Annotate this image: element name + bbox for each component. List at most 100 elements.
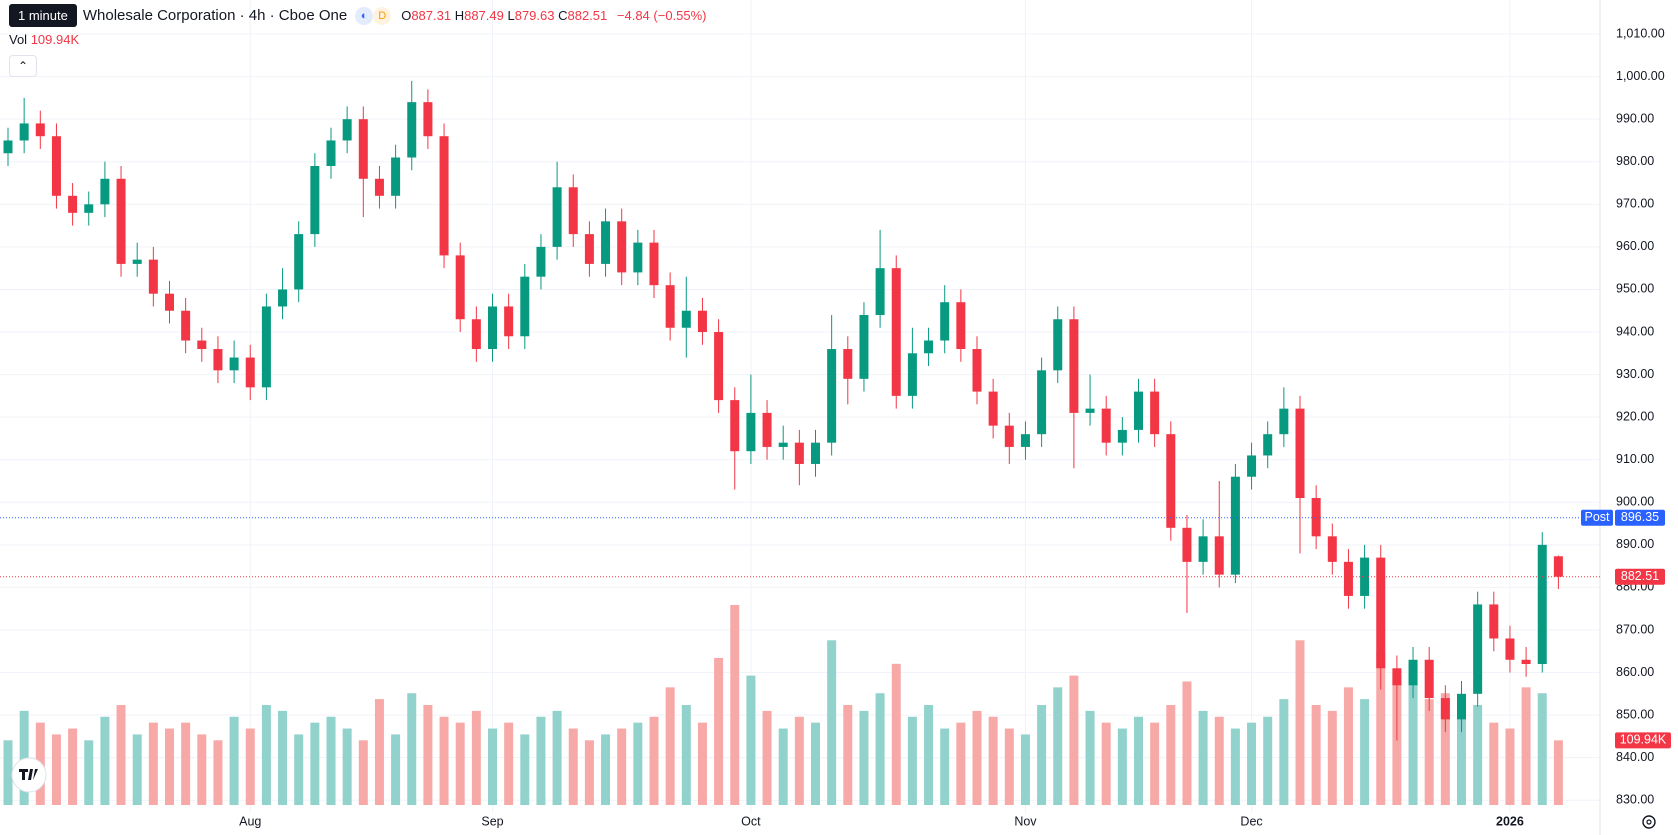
volume-bar: [1069, 675, 1079, 805]
candle-body: [245, 357, 255, 388]
candle-body: [407, 102, 417, 158]
candle-body: [68, 195, 78, 213]
candle-body: [229, 357, 239, 371]
candle-body: [1295, 408, 1305, 499]
candle-body: [827, 349, 837, 443]
volume-bar: [649, 716, 659, 805]
post-value: 896.35: [1621, 510, 1659, 524]
candle-body: [843, 349, 853, 379]
volume-bar: [310, 722, 320, 805]
candle-body: [1053, 319, 1063, 371]
volume-bar: [697, 722, 707, 805]
volume-bar: [972, 710, 982, 805]
volume-bar: [1521, 687, 1531, 805]
volume-bar: [1263, 716, 1273, 805]
volume-bar: [3, 740, 13, 805]
candle-body: [35, 123, 45, 137]
h-value: 887.49: [464, 8, 504, 23]
x-tick-label: Nov: [1014, 814, 1037, 828]
candle-body: [132, 259, 142, 264]
candle-body: [1360, 557, 1370, 596]
x-tick-label: Dec: [1240, 814, 1262, 828]
y-tick-label: 830.00: [1616, 793, 1654, 807]
delay-badge: D: [373, 6, 392, 25]
candle-body: [988, 391, 998, 426]
collapse-button[interactable]: ⌃: [9, 55, 37, 77]
volume-bar: [391, 734, 401, 805]
volume-bar: [1424, 699, 1434, 805]
volume-bar: [794, 716, 804, 805]
volume-bar: [843, 705, 853, 805]
volume-legend: Vol 109.94K: [9, 32, 79, 47]
h-label: H: [454, 8, 465, 23]
candle-body: [584, 234, 594, 264]
candle-body: [697, 310, 707, 333]
volume-bar: [455, 722, 465, 805]
candle-body: [1085, 408, 1095, 413]
candle-body: [778, 442, 788, 447]
volume-tag: [1615, 732, 1671, 749]
candle-body: [116, 178, 126, 264]
volume-bar: [132, 734, 142, 805]
candle-body: [1150, 391, 1160, 435]
volume-bar: [1311, 705, 1321, 805]
candle-body: [520, 276, 530, 337]
c-label: C: [558, 8, 568, 23]
last-price: 882.51: [1621, 569, 1659, 583]
candle-body: [1230, 476, 1240, 575]
candle-body: [84, 204, 94, 213]
candle-body: [19, 123, 29, 141]
volume-bar: [956, 722, 966, 805]
candle-body: [875, 268, 885, 315]
candle-body: [439, 136, 449, 256]
candle-body: [746, 412, 756, 452]
volume-bar: [1150, 722, 1160, 805]
volume-bar: [148, 722, 158, 805]
candle-body: [181, 310, 191, 341]
y-tick-label: 960.00: [1616, 239, 1654, 253]
volume-bar: [1214, 716, 1224, 805]
volume-bar: [1537, 693, 1547, 805]
x-tick-label: Oct: [741, 814, 761, 828]
candle-body: [1473, 604, 1483, 694]
candle-body: [1117, 429, 1127, 443]
candle-body: [1311, 498, 1321, 537]
symbol-title[interactable]: Wholesale Corporation · 4h · Cboe One: [82, 7, 348, 24]
candle-body: [326, 140, 336, 167]
candle-body: [714, 332, 724, 401]
o-label: O: [401, 8, 412, 23]
last-price-tag: [1615, 568, 1665, 585]
candle-body: [342, 119, 352, 141]
candle-body: [391, 157, 401, 196]
volume-bar: [374, 699, 384, 805]
candle-body: [972, 349, 982, 392]
candle-body: [374, 178, 384, 196]
l-label: L: [507, 8, 515, 23]
candle-body: [3, 140, 13, 154]
y-tick-label: 990.00: [1616, 111, 1654, 125]
vol-value: 109.94K: [30, 32, 80, 47]
volume-bar: [1489, 722, 1499, 805]
volume-value: 109.94K: [1620, 733, 1667, 747]
volume-bar: [1327, 710, 1337, 805]
x-tick-label: Aug: [239, 814, 261, 828]
candle-body: [1537, 544, 1547, 665]
volume-bar: [891, 663, 901, 805]
volume-bar: [1020, 734, 1030, 805]
candle-body: [197, 340, 207, 350]
volume-bar: [907, 716, 917, 805]
volume-bar: [197, 734, 207, 805]
legend-header: 1 minute Wholesale Corporation · 4h · Cb…: [9, 4, 707, 27]
volume-bar: [1440, 693, 1450, 805]
candle-body: [794, 442, 804, 464]
volume-bar: [762, 710, 772, 805]
candle-body: [148, 259, 158, 294]
candle-body: [1408, 659, 1418, 686]
volume-bar: [1037, 705, 1047, 805]
volume-bar: [730, 605, 740, 805]
candle-body: [261, 306, 271, 388]
candle-body: [601, 221, 611, 264]
volume-bar: [1004, 728, 1014, 805]
volume-bar: [326, 716, 336, 805]
